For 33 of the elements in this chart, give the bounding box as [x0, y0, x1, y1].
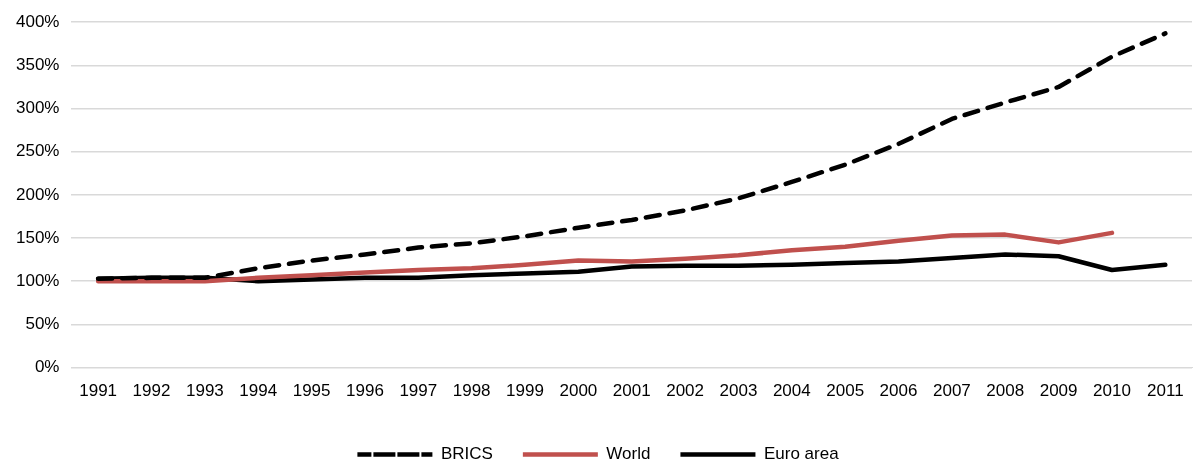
y-tick-label: 300% [16, 98, 60, 118]
x-tick-label: 2002 [666, 381, 705, 401]
y-tick-label: 0% [34, 357, 60, 377]
y-tick-label: 400% [16, 11, 60, 31]
x-tick-label: 1992 [132, 381, 171, 401]
y-tick-label: 50% [25, 314, 60, 334]
y-tick-label: 100% [16, 270, 60, 290]
legend-label: Euro area [763, 444, 840, 464]
x-tick-label: 1991 [79, 381, 118, 401]
y-tick-label: 250% [16, 141, 60, 161]
x-tick-label: 2003 [719, 381, 758, 401]
x-tick-label: 1995 [292, 381, 331, 401]
x-tick-label: 1994 [239, 381, 278, 401]
x-tick-label: 2006 [879, 381, 918, 401]
legend-label: BRICS [440, 444, 493, 464]
legend-label: World [606, 444, 651, 464]
x-tick-label: 2010 [1093, 381, 1131, 401]
x-tick-label: 1998 [452, 381, 491, 401]
x-tick-label: 1999 [506, 381, 544, 401]
x-tick-label: 2007 [932, 381, 971, 401]
x-tick-label: 2008 [986, 381, 1025, 401]
y-tick-label: 350% [16, 55, 60, 75]
x-tick-label: 2001 [612, 381, 651, 401]
x-tick-label: 2004 [772, 381, 811, 401]
x-tick-label: 2005 [826, 381, 865, 401]
x-tick-label: 2009 [1039, 381, 1078, 401]
x-tick-label: 1997 [399, 381, 438, 401]
y-tick-label: 200% [16, 184, 60, 204]
y-tick-label: 150% [16, 227, 60, 247]
x-tick-label: 1996 [346, 381, 384, 401]
x-tick-label: 2000 [559, 381, 598, 401]
x-tick-label: 1993 [185, 381, 224, 401]
x-tick-label: 2011 [1147, 381, 1184, 401]
